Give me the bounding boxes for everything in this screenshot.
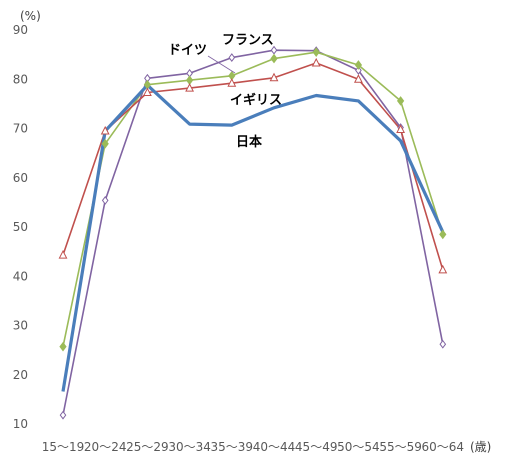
data-point-marker <box>355 65 362 75</box>
y-tick-label: 50 <box>13 220 28 234</box>
x-axis-unit-label: (歳) <box>470 440 491 454</box>
x-tick-label: 40〜44 <box>253 440 296 454</box>
series-label-japan: 日本 <box>236 134 262 150</box>
data-point-marker <box>100 125 110 135</box>
y-tick-label: 40 <box>13 269 28 283</box>
data-point-marker <box>58 249 68 259</box>
series-label-france: フランス <box>222 33 274 48</box>
data-point-marker <box>354 60 363 70</box>
data-point-marker <box>269 72 279 82</box>
series-label-uk: イギリス <box>230 92 282 108</box>
y-tick-label: 10 <box>13 417 28 431</box>
y-tick-label: 30 <box>13 319 28 333</box>
series-line <box>61 83 445 392</box>
x-tick-label: 15〜19 <box>42 440 85 454</box>
data-point-marker <box>59 410 67 420</box>
x-tick-label: 35〜39 <box>211 440 254 454</box>
x-tick-label: 20〜24 <box>84 440 127 454</box>
doitsu-callout-leader <box>207 55 236 74</box>
x-tick-label: 25〜29 <box>126 440 169 454</box>
data-point-marker <box>142 87 152 97</box>
data-point-marker <box>396 96 405 106</box>
data-point-marker <box>185 83 195 92</box>
y-axis-unit-label: (%) <box>20 9 41 23</box>
x-tick-label: 30〜34 <box>168 440 211 454</box>
data-point-marker <box>270 53 278 64</box>
series-markers <box>58 45 448 420</box>
x-tick-label: 50〜54 <box>337 440 380 454</box>
data-point-marker <box>439 339 447 349</box>
series-line <box>62 62 444 271</box>
series-line <box>62 51 444 347</box>
y-tick-label: 90 <box>13 23 28 37</box>
y-tick-label: 60 <box>13 171 28 185</box>
data-point-marker <box>353 74 363 83</box>
data-point-marker <box>227 78 237 87</box>
data-point-marker <box>101 195 109 205</box>
x-axis-ticks: 15〜19 20〜24 25〜29 30〜34 35〜39 40〜44 45〜49 50〜54… <box>42 440 464 454</box>
data-point-marker <box>439 229 447 240</box>
series-label-germany: ドイツ <box>168 43 207 58</box>
data-point-marker <box>312 47 320 57</box>
y-tick-label: 70 <box>13 122 28 136</box>
series-line <box>62 49 444 416</box>
series-lines <box>61 49 445 416</box>
data-point-marker <box>396 124 406 133</box>
y-tick-label: 20 <box>13 368 28 382</box>
data-point-marker <box>438 264 448 274</box>
x-tick-label: 45〜49 <box>295 440 338 454</box>
x-tick-label: 55〜59 <box>379 440 422 454</box>
data-point-marker <box>228 53 236 63</box>
data-point-marker <box>311 57 321 67</box>
y-tick-label: 80 <box>13 72 28 86</box>
y-axis-ticks: 10 20 30 40 50 60 70 80 90 <box>13 23 28 431</box>
data-point-marker <box>59 341 67 352</box>
x-tick-label: 60〜64 <box>422 440 465 454</box>
data-point-marker <box>101 138 109 149</box>
